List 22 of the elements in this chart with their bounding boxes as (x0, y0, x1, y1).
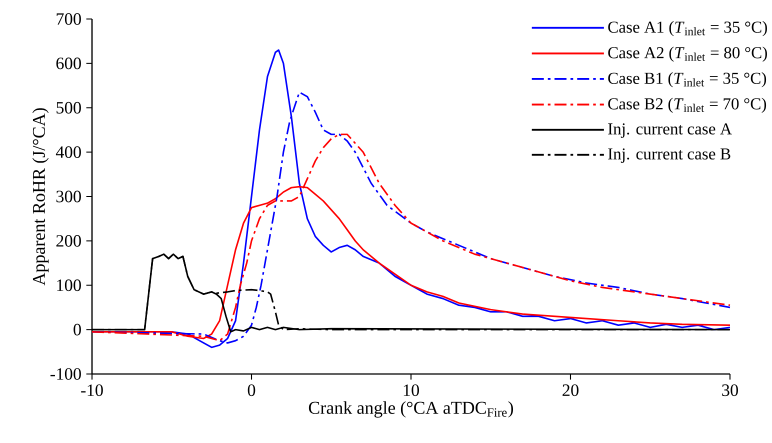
legend-label: Case A2 (T$_{inlet}$ = 80 °C) (608, 46, 767, 62)
y-tick-label: 500 (56, 102, 81, 114)
y-tick-label: 300 (56, 190, 81, 202)
x-tick-label: 20 (562, 384, 578, 396)
legend-label: Inj. current case A (608, 123, 732, 138)
x-tick-label: 10 (404, 384, 420, 396)
y-tick-label: 400 (56, 146, 81, 158)
y-tick-label: 200 (56, 235, 81, 247)
y-tick-label: 600 (56, 58, 81, 70)
legend-label: Case B1 (T$_{inlet}$ = 35 °C) (608, 72, 766, 88)
x-tick-label: 30 (722, 384, 738, 396)
y-tick-label: 700 (56, 13, 81, 25)
legend-label: Case B2 (T$_{inlet}$ = 70 °C) (608, 98, 766, 113)
x-tick-label: 0 (248, 384, 256, 396)
legend-label: Case A1 (T$_{inlet}$ = 35 °C) (608, 21, 767, 36)
y-tick-label: -100 (50, 368, 81, 380)
legend-label: Inj. current case B (608, 148, 730, 163)
y-tick-label: 0 (74, 324, 81, 336)
x-tick-label: -10 (81, 384, 103, 396)
x-axis-title: Crank angle (°CA aTDC$_{Fire}$) (308, 401, 514, 418)
y-axis-title: Apparent RoHR (J/°CA) (32, 108, 49, 286)
y-tick-label: 100 (57, 279, 81, 292)
